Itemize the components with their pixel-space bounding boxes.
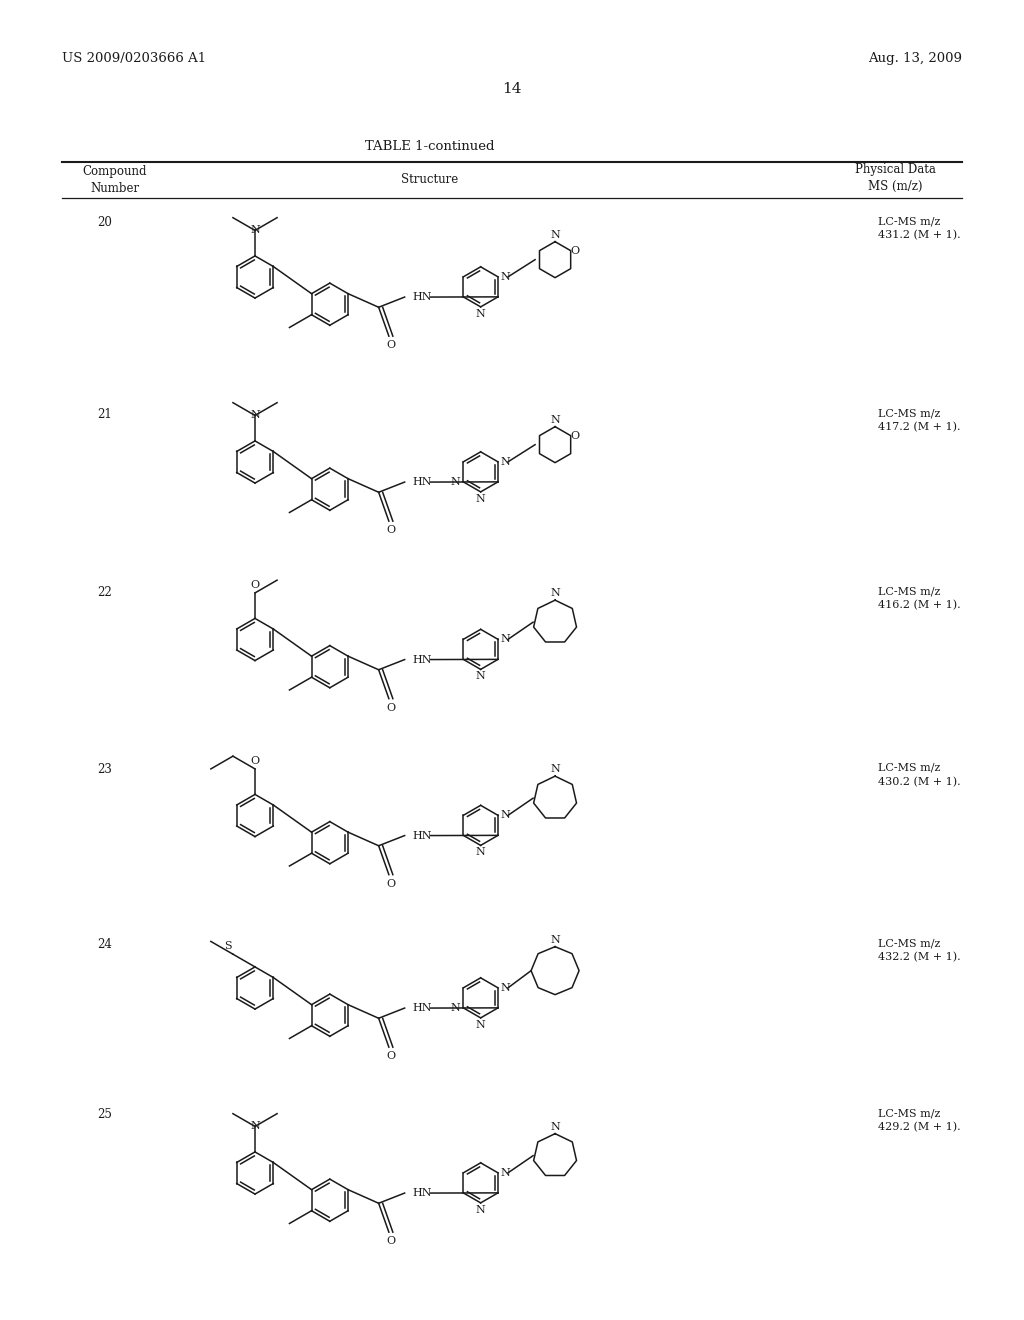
Text: US 2009/0203666 A1: US 2009/0203666 A1 bbox=[62, 51, 206, 65]
Text: N: N bbox=[550, 230, 560, 240]
Text: N: N bbox=[500, 983, 510, 993]
Text: LC-MS m/z
431.2 (M + 1).: LC-MS m/z 431.2 (M + 1). bbox=[878, 216, 961, 240]
Text: N: N bbox=[550, 764, 560, 774]
Text: LC-MS m/z
417.2 (M + 1).: LC-MS m/z 417.2 (M + 1). bbox=[878, 408, 961, 433]
Text: LC-MS m/z
429.2 (M + 1).: LC-MS m/z 429.2 (M + 1). bbox=[878, 1107, 961, 1133]
Text: LC-MS m/z
432.2 (M + 1).: LC-MS m/z 432.2 (M + 1). bbox=[878, 939, 961, 962]
Text: O: O bbox=[386, 702, 395, 713]
Text: N: N bbox=[476, 1205, 485, 1214]
Text: N: N bbox=[550, 935, 560, 945]
Text: N: N bbox=[476, 1020, 485, 1030]
Text: O: O bbox=[386, 525, 395, 535]
Text: N: N bbox=[550, 1122, 560, 1131]
Text: O: O bbox=[570, 430, 580, 441]
Text: N: N bbox=[451, 1003, 461, 1012]
Text: N: N bbox=[550, 589, 560, 598]
Text: HN: HN bbox=[413, 1188, 432, 1199]
Text: N: N bbox=[250, 411, 260, 420]
Text: HN: HN bbox=[413, 1003, 432, 1012]
Text: 24: 24 bbox=[97, 939, 113, 950]
Text: N: N bbox=[550, 414, 560, 425]
Text: LC-MS m/z
430.2 (M + 1).: LC-MS m/z 430.2 (M + 1). bbox=[878, 763, 961, 788]
Text: HN: HN bbox=[413, 292, 432, 302]
Text: 23: 23 bbox=[97, 763, 113, 776]
Text: N: N bbox=[476, 494, 485, 504]
Text: Physical Data
MS (m/z): Physical Data MS (m/z) bbox=[855, 162, 936, 193]
Text: HN: HN bbox=[413, 477, 432, 487]
Text: O: O bbox=[386, 1236, 395, 1246]
Text: O: O bbox=[386, 1051, 395, 1061]
Text: N: N bbox=[500, 1168, 510, 1177]
Text: HN: HN bbox=[413, 655, 432, 664]
Text: N: N bbox=[500, 635, 510, 644]
Text: N: N bbox=[451, 477, 461, 487]
Text: TABLE 1-continued: TABLE 1-continued bbox=[366, 140, 495, 153]
Text: N: N bbox=[476, 672, 485, 681]
Text: O: O bbox=[386, 879, 395, 888]
Text: S: S bbox=[224, 941, 231, 952]
Text: 21: 21 bbox=[97, 408, 113, 421]
Text: 20: 20 bbox=[97, 216, 113, 228]
Text: O: O bbox=[251, 579, 259, 590]
Text: 14: 14 bbox=[502, 82, 522, 96]
Text: N: N bbox=[250, 1122, 260, 1131]
Text: N: N bbox=[250, 226, 260, 235]
Text: O: O bbox=[251, 756, 259, 766]
Text: O: O bbox=[570, 246, 580, 256]
Text: Compound
Number: Compound Number bbox=[83, 165, 147, 195]
Text: 22: 22 bbox=[97, 586, 113, 599]
Text: HN: HN bbox=[413, 830, 432, 841]
Text: N: N bbox=[500, 457, 510, 467]
Text: N: N bbox=[500, 810, 510, 820]
Text: O: O bbox=[386, 341, 395, 350]
Text: Aug. 13, 2009: Aug. 13, 2009 bbox=[868, 51, 962, 65]
Text: Structure: Structure bbox=[401, 173, 459, 186]
Text: N: N bbox=[476, 847, 485, 858]
Text: N: N bbox=[500, 272, 510, 282]
Text: 25: 25 bbox=[97, 1107, 113, 1121]
Text: LC-MS m/z
416.2 (M + 1).: LC-MS m/z 416.2 (M + 1). bbox=[878, 586, 961, 610]
Text: N: N bbox=[476, 309, 485, 319]
